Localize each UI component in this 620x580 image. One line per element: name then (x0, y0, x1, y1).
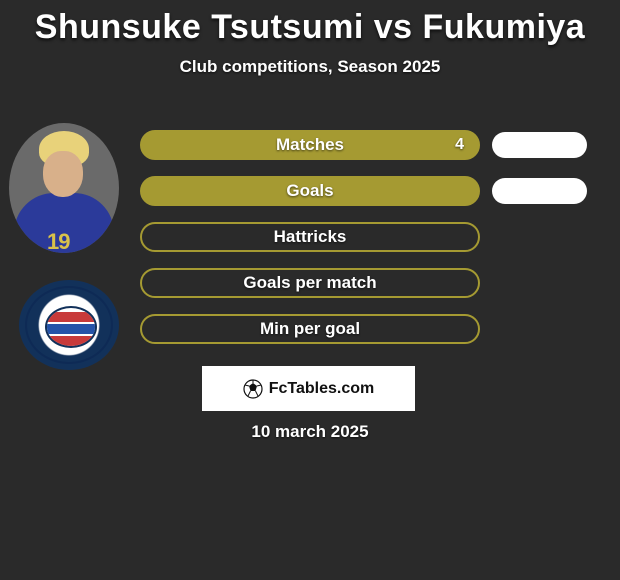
avatar-face (43, 151, 83, 197)
jersey-number: 19 (47, 229, 69, 253)
stats-rows: Matches 4 Goals Hattricks Goals per matc… (140, 122, 600, 352)
stat-pill (492, 132, 587, 158)
stat-value: 4 (455, 136, 464, 154)
player-avatar: 19 (9, 123, 119, 253)
page-title: Shunsuke Tsutsumi vs Fukumiya (0, 0, 620, 47)
stat-row-goals-per-match: Goals per match (140, 260, 600, 306)
stat-label: Min per goal (260, 319, 360, 339)
badge-inner (45, 306, 97, 348)
stat-bar: Matches 4 (140, 130, 480, 160)
stat-row-goals: Goals (140, 168, 600, 214)
stat-bar: Goals per match (140, 268, 480, 298)
stat-label: Goals per match (243, 273, 376, 293)
stat-pill (492, 178, 587, 204)
attribution-box: FcTables.com (202, 366, 415, 411)
stat-bar: Min per goal (140, 314, 480, 344)
stat-row-matches: Matches 4 (140, 122, 600, 168)
stat-bar: Hattricks (140, 222, 480, 252)
stat-label: Matches (276, 135, 344, 155)
stat-label: Hattricks (274, 227, 347, 247)
stat-row-hattricks: Hattricks (140, 214, 600, 260)
stat-label: Goals (286, 181, 333, 201)
attribution-label: FcTables.com (269, 380, 375, 398)
date-label: 10 march 2025 (0, 422, 620, 442)
stat-bar: Goals (140, 176, 480, 206)
club-badge (19, 280, 119, 370)
soccer-ball-icon (243, 379, 263, 399)
page-subtitle: Club competitions, Season 2025 (0, 57, 620, 77)
stat-row-min-per-goal: Min per goal (140, 306, 600, 352)
